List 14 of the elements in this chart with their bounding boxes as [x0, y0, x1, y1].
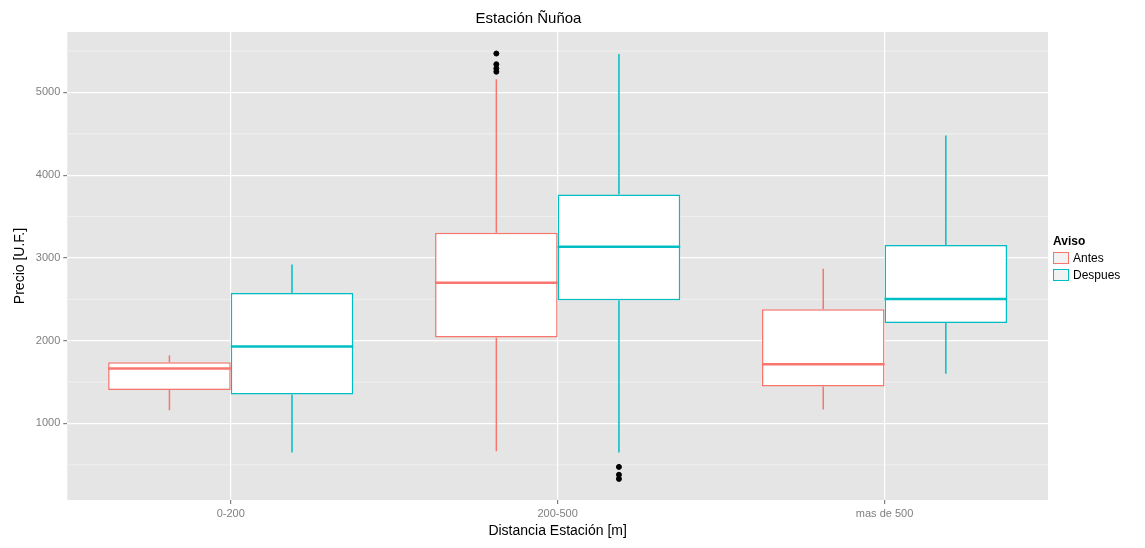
y-tick-label: 2000	[35, 333, 61, 346]
x-axis-title: Distancia Estación [m]	[488, 522, 627, 539]
legend-label: Despues	[1073, 267, 1121, 282]
chart-title: Estación Ñuñoa	[475, 9, 583, 27]
x-tick-label: 200-500	[537, 506, 578, 519]
x-tick-label: 0-200	[216, 506, 245, 519]
y-axis-title: Precio [U.F.]	[11, 227, 28, 305]
x-tick-label: mas de 500	[855, 506, 914, 519]
y-tick-label: 4000	[35, 168, 61, 181]
legend-label: Antes	[1073, 250, 1104, 265]
y-tick-label: 5000	[35, 85, 61, 98]
y-tick-label: 1000	[35, 416, 61, 429]
legend-title: Aviso	[1053, 233, 1087, 248]
y-tick-label: 3000	[35, 250, 61, 263]
